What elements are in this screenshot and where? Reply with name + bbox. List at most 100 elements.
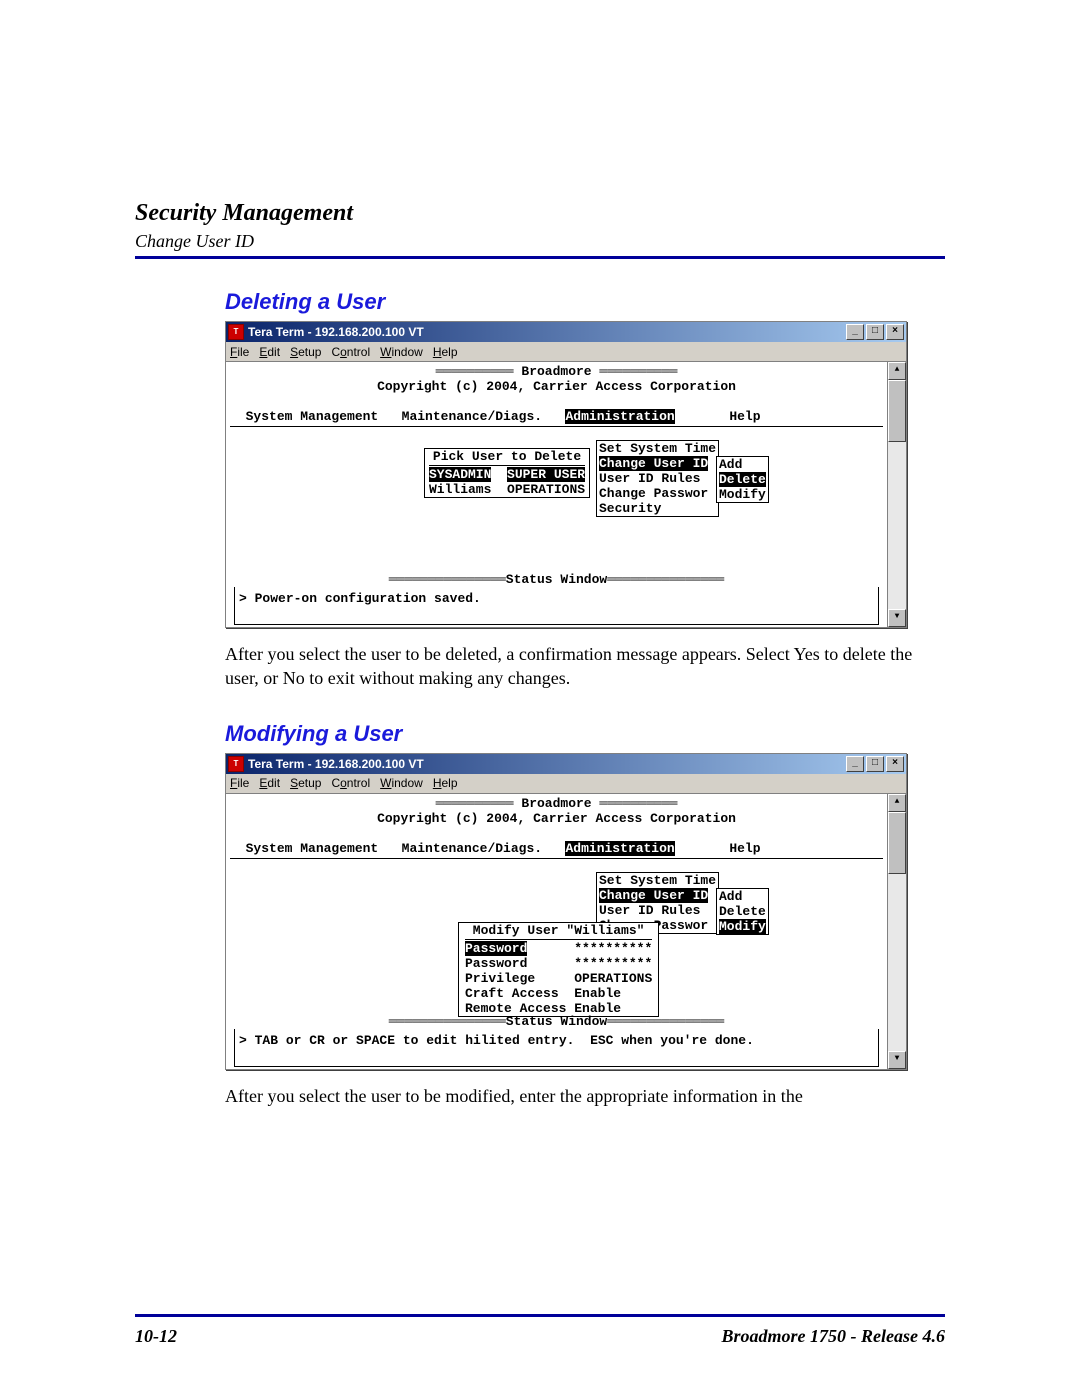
menu-set-time[interactable]: Set System Time	[599, 873, 716, 888]
menubar: File Edit Setup Control Window Help	[226, 774, 906, 793]
close-button[interactable]: ×	[886, 756, 904, 772]
submenu-add[interactable]: Add	[719, 457, 766, 472]
scroll-down-button[interactable]: ▼	[888, 1051, 906, 1069]
admin-dropdown: Set System Time Change User ID User ID R…	[596, 440, 719, 517]
field-privilege-label[interactable]: Privilege	[465, 971, 535, 986]
terminal-window-modify: T Tera Term - 192.168.200.100 VT _ □ × F…	[225, 753, 907, 1070]
deleting-body-text: After you select the user to be deleted,…	[225, 642, 945, 691]
menu-admin[interactable]: Administration	[565, 409, 674, 424]
menu-change-pw[interactable]: Change Passwor	[599, 486, 716, 501]
submenu-delete[interactable]: Delete	[719, 904, 766, 919]
menu-uid-rules[interactable]: User ID Rules	[599, 903, 716, 918]
subsection-title: Change User ID	[135, 231, 945, 252]
scroll-thumb[interactable]	[888, 812, 906, 874]
field-password2-label[interactable]: Password	[465, 956, 527, 971]
menu-admin[interactable]: Administration	[565, 841, 674, 856]
menu-setup[interactable]: Setup	[290, 776, 321, 790]
role-superuser: SUPER USER	[507, 467, 585, 482]
minimize-button[interactable]: _	[846, 324, 864, 340]
menu-control[interactable]: Control	[331, 776, 370, 790]
scroll-down-button[interactable]: ▼	[888, 609, 906, 627]
menu-help-app[interactable]: Help	[729, 409, 760, 424]
menu-edit[interactable]: Edit	[259, 345, 280, 359]
status-window: ═══════════════Status Window════════════…	[234, 1014, 879, 1067]
menu-set-time[interactable]: Set System Time	[599, 441, 716, 456]
user-sysadmin[interactable]: SYSADMIN	[429, 467, 491, 482]
modify-user-dialog: Modify User "Williams" Password ********…	[458, 922, 659, 1017]
field-privilege-value: OPERATIONS	[574, 971, 652, 986]
product-version: Broadmore 1750 - Release 4.6	[722, 1326, 945, 1347]
status-text: Power-on configuration saved.	[255, 591, 481, 606]
status-label: Status Window	[506, 572, 607, 587]
brand-text: Broadmore	[521, 796, 591, 811]
submenu-delete[interactable]: Delete	[719, 472, 766, 487]
field-craft-value: Enable	[574, 986, 621, 1001]
menu-window[interactable]: Window	[380, 345, 423, 359]
copyright-text: Copyright (c) 2004, Carrier Access Corpo…	[230, 811, 883, 826]
modify-dialog-title: Modify User "Williams"	[465, 923, 652, 938]
menu-sysmgmt[interactable]: System Management	[246, 841, 379, 856]
heading-modifying: Modifying a User	[225, 721, 945, 747]
status-window: ═══════════════Status Window════════════…	[234, 572, 879, 625]
menu-change-uid[interactable]: Change User ID	[599, 456, 708, 471]
footer-rule	[135, 1314, 945, 1317]
section-title: Security Management	[135, 200, 945, 227]
page-number: 10-12	[135, 1326, 177, 1347]
page-header: Security Management Change User ID	[135, 200, 945, 259]
brand-text: Broadmore	[521, 364, 591, 379]
menu-sysmgmt[interactable]: System Management	[246, 409, 379, 424]
menu-maint[interactable]: Maintenance/Diags.	[402, 409, 542, 424]
close-button[interactable]: ×	[886, 324, 904, 340]
modifying-body-text: After you select the user to be modified…	[225, 1084, 945, 1108]
menu-file[interactable]: File	[230, 776, 249, 790]
terminal-content: ══════════ Broadmore ══════════ Copyrigh…	[226, 794, 887, 1069]
copyright-text: Copyright (c) 2004, Carrier Access Corpo…	[230, 379, 883, 394]
page-footer: 10-12 Broadmore 1750 - Release 4.6	[135, 1326, 945, 1347]
menu-maint[interactable]: Maintenance/Diags.	[402, 841, 542, 856]
scrollbar[interactable]: ▲ ▼	[887, 362, 906, 627]
window-title: Tera Term - 192.168.200.100 VT	[248, 325, 844, 339]
field-password2-value: **********	[574, 956, 652, 971]
menu-file[interactable]: File	[230, 345, 249, 359]
scroll-up-button[interactable]: ▲	[888, 794, 906, 812]
pick-user-box: Pick User to Delete SYSADMIN SUPER USER …	[424, 448, 590, 498]
field-password1-value: **********	[574, 941, 652, 956]
field-password1-label[interactable]: Password	[465, 941, 527, 956]
titlebar[interactable]: T Tera Term - 192.168.200.100 VT _ □ ×	[226, 322, 906, 342]
menu-help-app[interactable]: Help	[729, 841, 760, 856]
menu-uid-rules[interactable]: User ID Rules	[599, 471, 716, 486]
uid-submenu: Add Delete Modify	[716, 456, 769, 503]
menu-help[interactable]: Help	[433, 776, 458, 790]
uid-submenu: Add Delete Modify	[716, 888, 769, 935]
minimize-button[interactable]: _	[846, 756, 864, 772]
pick-user-title: Pick User to Delete	[429, 449, 585, 464]
role-operations: OPERATIONS	[507, 482, 585, 497]
terminal-window-delete: T Tera Term - 192.168.200.100 VT _ □ × F…	[225, 321, 907, 628]
user-williams[interactable]: Williams	[429, 482, 491, 497]
menu-window[interactable]: Window	[380, 776, 423, 790]
submenu-add[interactable]: Add	[719, 889, 766, 904]
menu-security[interactable]: Security	[599, 501, 716, 516]
menu-setup[interactable]: Setup	[290, 345, 321, 359]
maximize-button[interactable]: □	[866, 324, 884, 340]
submenu-modify[interactable]: Modify	[719, 919, 766, 934]
heading-deleting: Deleting a User	[225, 289, 945, 315]
maximize-button[interactable]: □	[866, 756, 884, 772]
scrollbar[interactable]: ▲ ▼	[887, 794, 906, 1069]
submenu-modify[interactable]: Modify	[719, 487, 766, 502]
header-rule	[135, 256, 945, 259]
menu-control[interactable]: Control	[331, 345, 370, 359]
terminal-content: ══════════ Broadmore ══════════ Copyrigh…	[226, 362, 887, 627]
field-craft-label[interactable]: Craft Access	[465, 986, 559, 1001]
window-title: Tera Term - 192.168.200.100 VT	[248, 757, 844, 771]
scroll-thumb[interactable]	[888, 380, 906, 442]
status-label: Status Window	[506, 1014, 607, 1029]
app-icon: T	[228, 324, 244, 340]
menu-change-uid[interactable]: Change User ID	[599, 888, 708, 903]
titlebar[interactable]: T Tera Term - 192.168.200.100 VT _ □ ×	[226, 754, 906, 774]
scroll-up-button[interactable]: ▲	[888, 362, 906, 380]
menu-edit[interactable]: Edit	[259, 776, 280, 790]
app-icon: T	[228, 756, 244, 772]
menu-help[interactable]: Help	[433, 345, 458, 359]
status-text: TAB or CR or SPACE to edit hilited entry…	[255, 1033, 754, 1048]
